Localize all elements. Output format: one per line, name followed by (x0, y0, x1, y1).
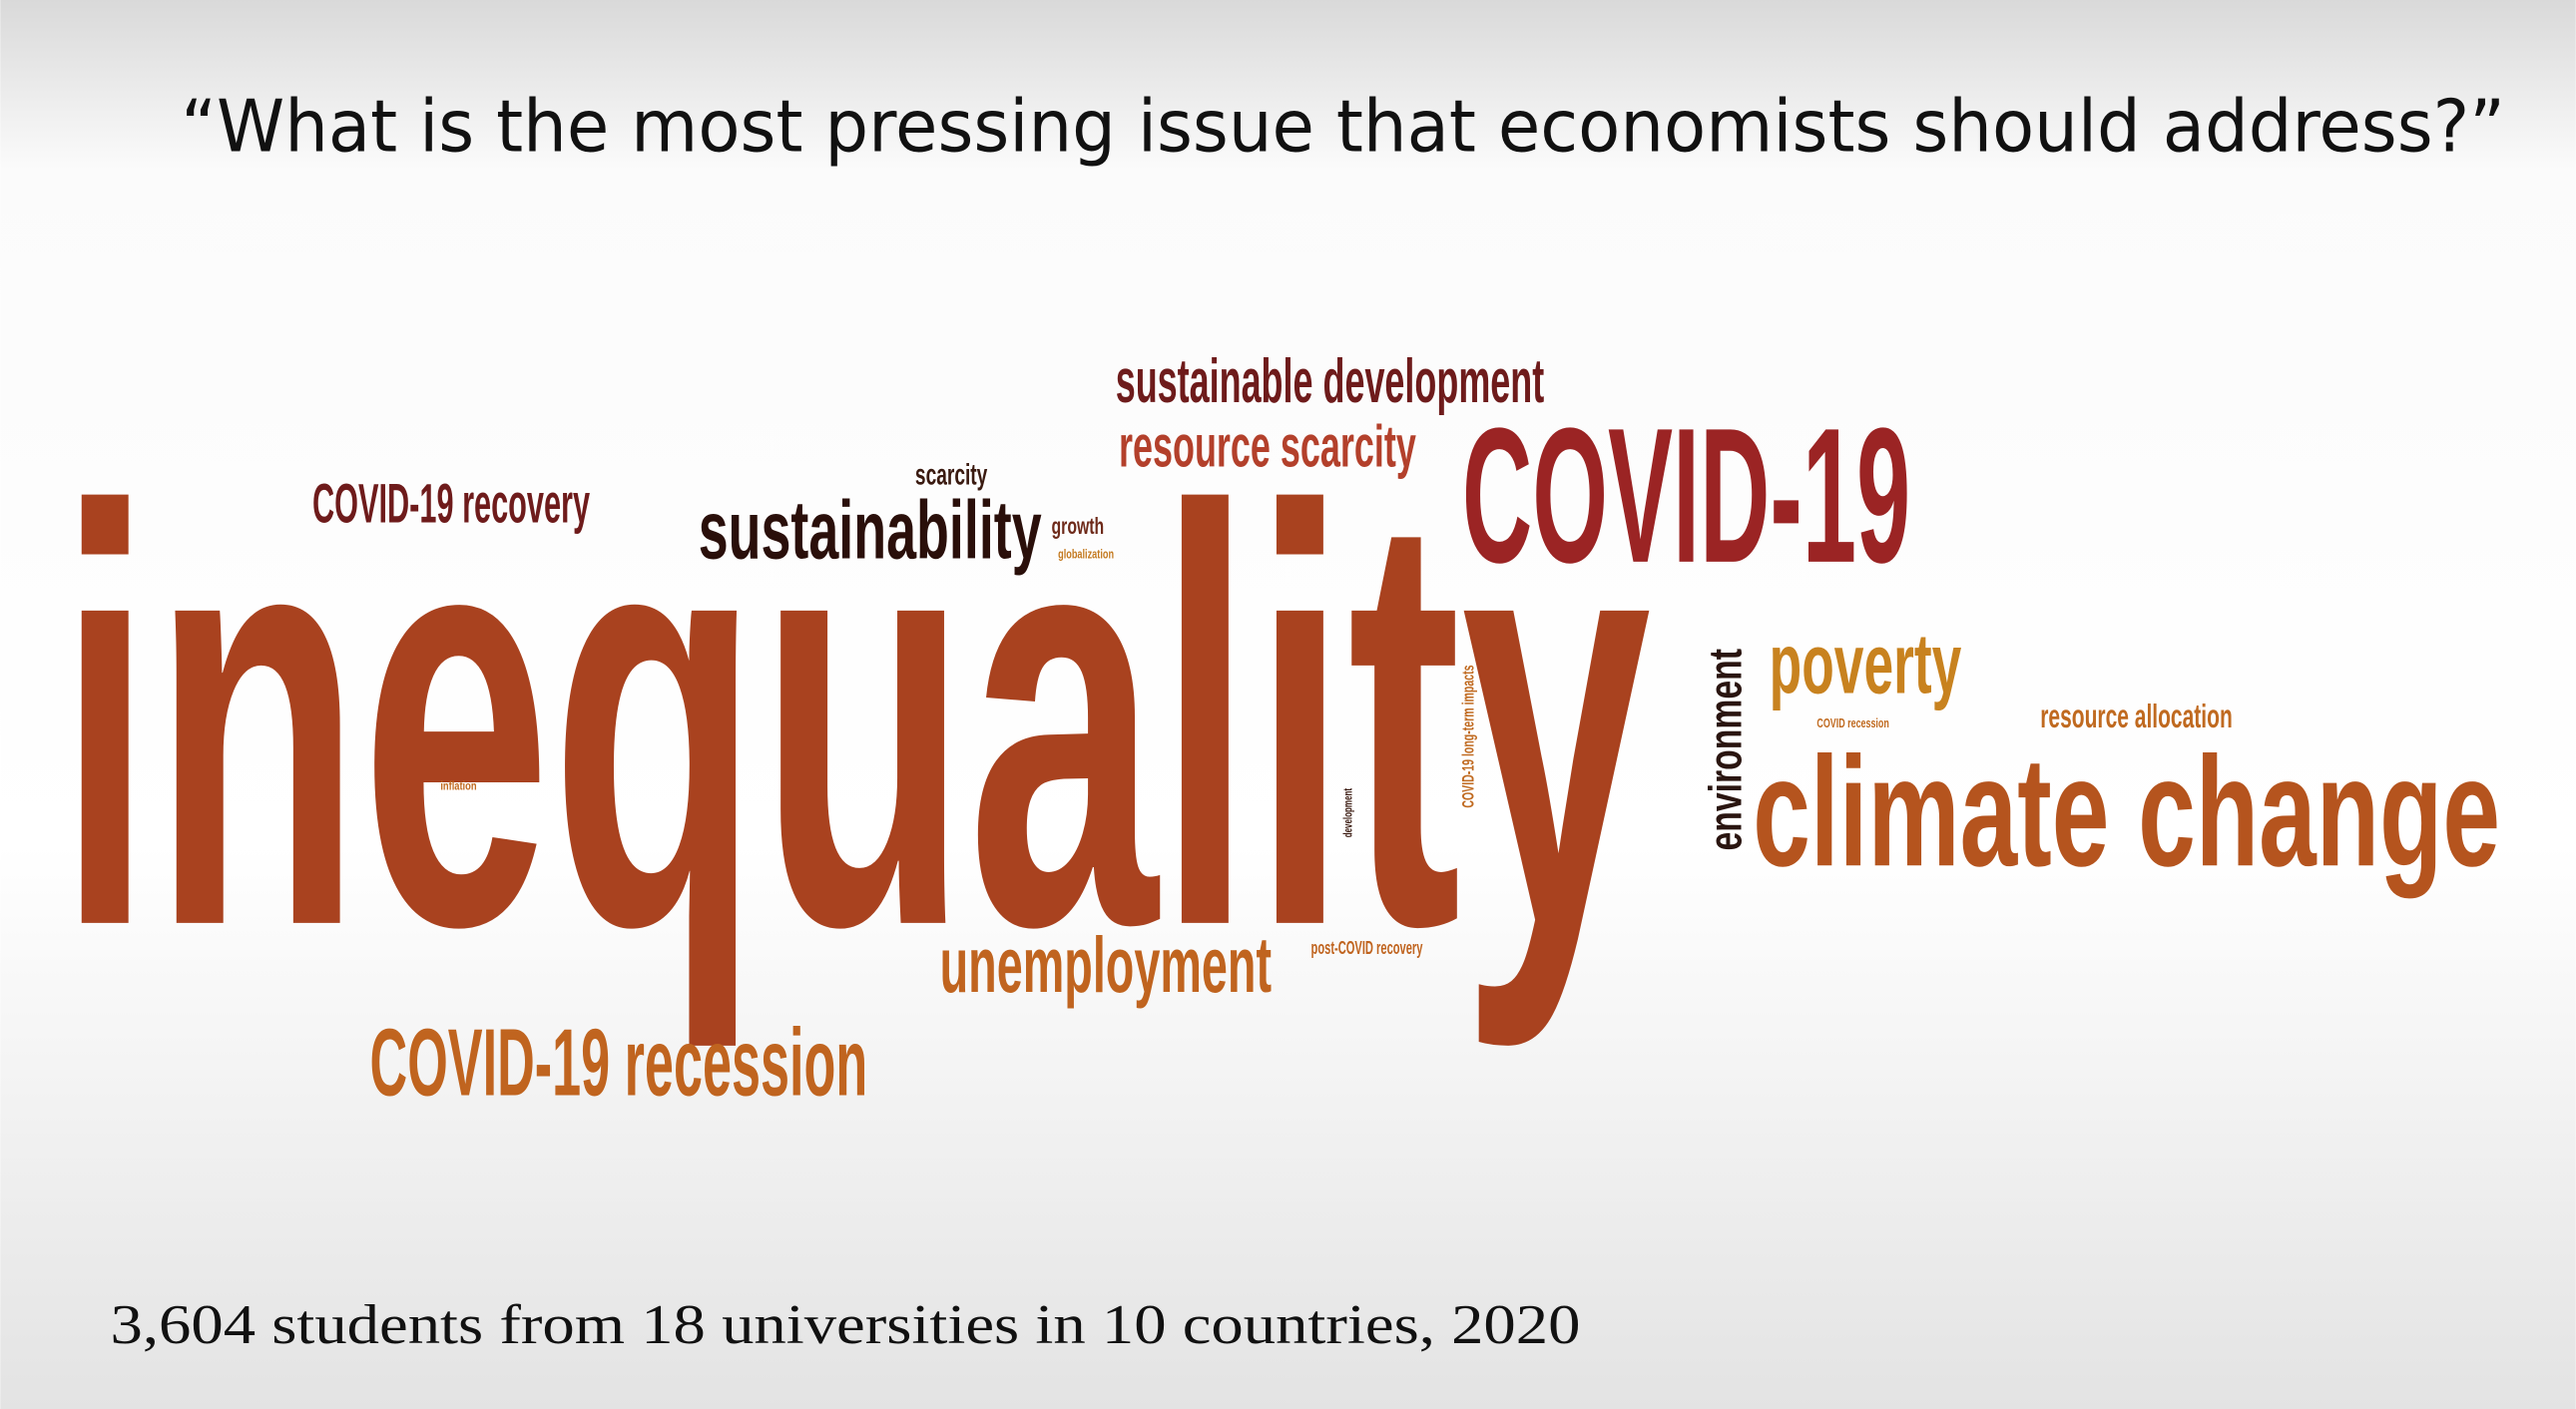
cloud-word: COVID-19 (1462, 388, 1910, 603)
cloud-word: development (1343, 788, 1355, 837)
cloud-word: COVID-19 long-term impacts (1459, 666, 1477, 808)
cloud-word: post-COVID recovery (1311, 938, 1423, 958)
cloud-word: environment (1700, 649, 1752, 850)
cloud-word: COVID-19 recovery (312, 471, 590, 534)
cloud-word: globalization (1058, 547, 1114, 562)
cloud-word: unemployment (940, 920, 1272, 1009)
cloud-word: poverty (1770, 617, 1962, 711)
cloud-word: inflation (440, 781, 476, 793)
cloud-word: COVID recession (1816, 715, 1888, 730)
slide-title: “What is the most pressing issue that ec… (181, 85, 2505, 169)
cloud-word: inequality (58, 388, 1653, 1053)
cloud-word: climate change (1753, 724, 2500, 899)
cloud-word: sustainable development (1116, 346, 1545, 416)
cloud-word: scarcity (915, 458, 988, 491)
cloud-word: sustainability (699, 486, 1042, 577)
cloud-word: resource scarcity (1119, 412, 1416, 479)
footnote: 3,604 students from 18 universities in 1… (111, 1294, 1581, 1356)
cloud-word: COVID-19 recession (370, 1011, 868, 1117)
cloud-word: growth (1052, 513, 1105, 539)
cloud-word: resource allocation (2040, 698, 2233, 734)
